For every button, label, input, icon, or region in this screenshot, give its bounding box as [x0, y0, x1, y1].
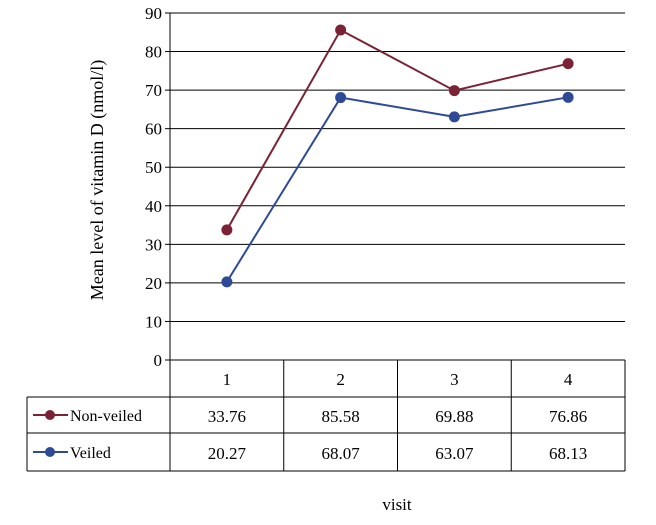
- legend-label: Non-veiled: [70, 408, 142, 425]
- data-point: [448, 85, 460, 97]
- y-tick-label: 90: [145, 4, 162, 23]
- data-point: [221, 224, 233, 236]
- series-lines: [221, 24, 574, 288]
- legend-marker: [45, 410, 55, 420]
- series-line: [226, 28, 569, 231]
- data-label: 20.27: [208, 444, 247, 463]
- y-tick-label: 70: [145, 81, 162, 100]
- data-label: 76.86: [549, 407, 587, 426]
- data-point: [448, 111, 460, 123]
- series-line: [226, 96, 569, 283]
- y-tick-label: 80: [145, 43, 162, 62]
- y-tick-label: 30: [145, 235, 162, 254]
- y-axis-label: Mean level of vitamin D (nmol/l): [87, 60, 108, 300]
- y-tick-label: 50: [145, 158, 162, 177]
- x-tick-label: 3: [450, 370, 459, 389]
- gridlines: [170, 12, 625, 322]
- x-tick-label: 2: [336, 370, 345, 389]
- x-tick-label: 4: [564, 370, 573, 389]
- y-tick-label: 20: [145, 274, 162, 293]
- data-point: [562, 58, 574, 70]
- data-label: 63.07: [435, 444, 474, 463]
- data-point: [335, 92, 347, 104]
- legend-marker: [45, 447, 55, 457]
- data-point: [562, 91, 574, 103]
- data-point: [335, 24, 347, 36]
- data-point: [221, 276, 233, 288]
- data-label: 69.88: [435, 407, 473, 426]
- legend-label: Veiled: [70, 445, 111, 462]
- y-tick-label: 10: [145, 312, 162, 331]
- x-tick-label: 1: [223, 370, 232, 389]
- data-table: 1 2 3 4 Non-veiled 33.76 85.58 69.88 76.86 Veiled…: [26, 359, 626, 472]
- y-tick-label: 0: [154, 351, 163, 370]
- y-axis: 0 10 20 30 40 50 60 70 80 90: [145, 4, 171, 370]
- data-label: 33.76: [208, 407, 246, 426]
- data-label: 68.13: [549, 444, 587, 463]
- y-tick-label: 60: [145, 120, 162, 139]
- x-axis-label: visit: [382, 495, 412, 514]
- data-label: 68.07: [322, 444, 361, 463]
- data-label: 85.58: [322, 407, 360, 426]
- y-tick-label: 40: [145, 197, 162, 216]
